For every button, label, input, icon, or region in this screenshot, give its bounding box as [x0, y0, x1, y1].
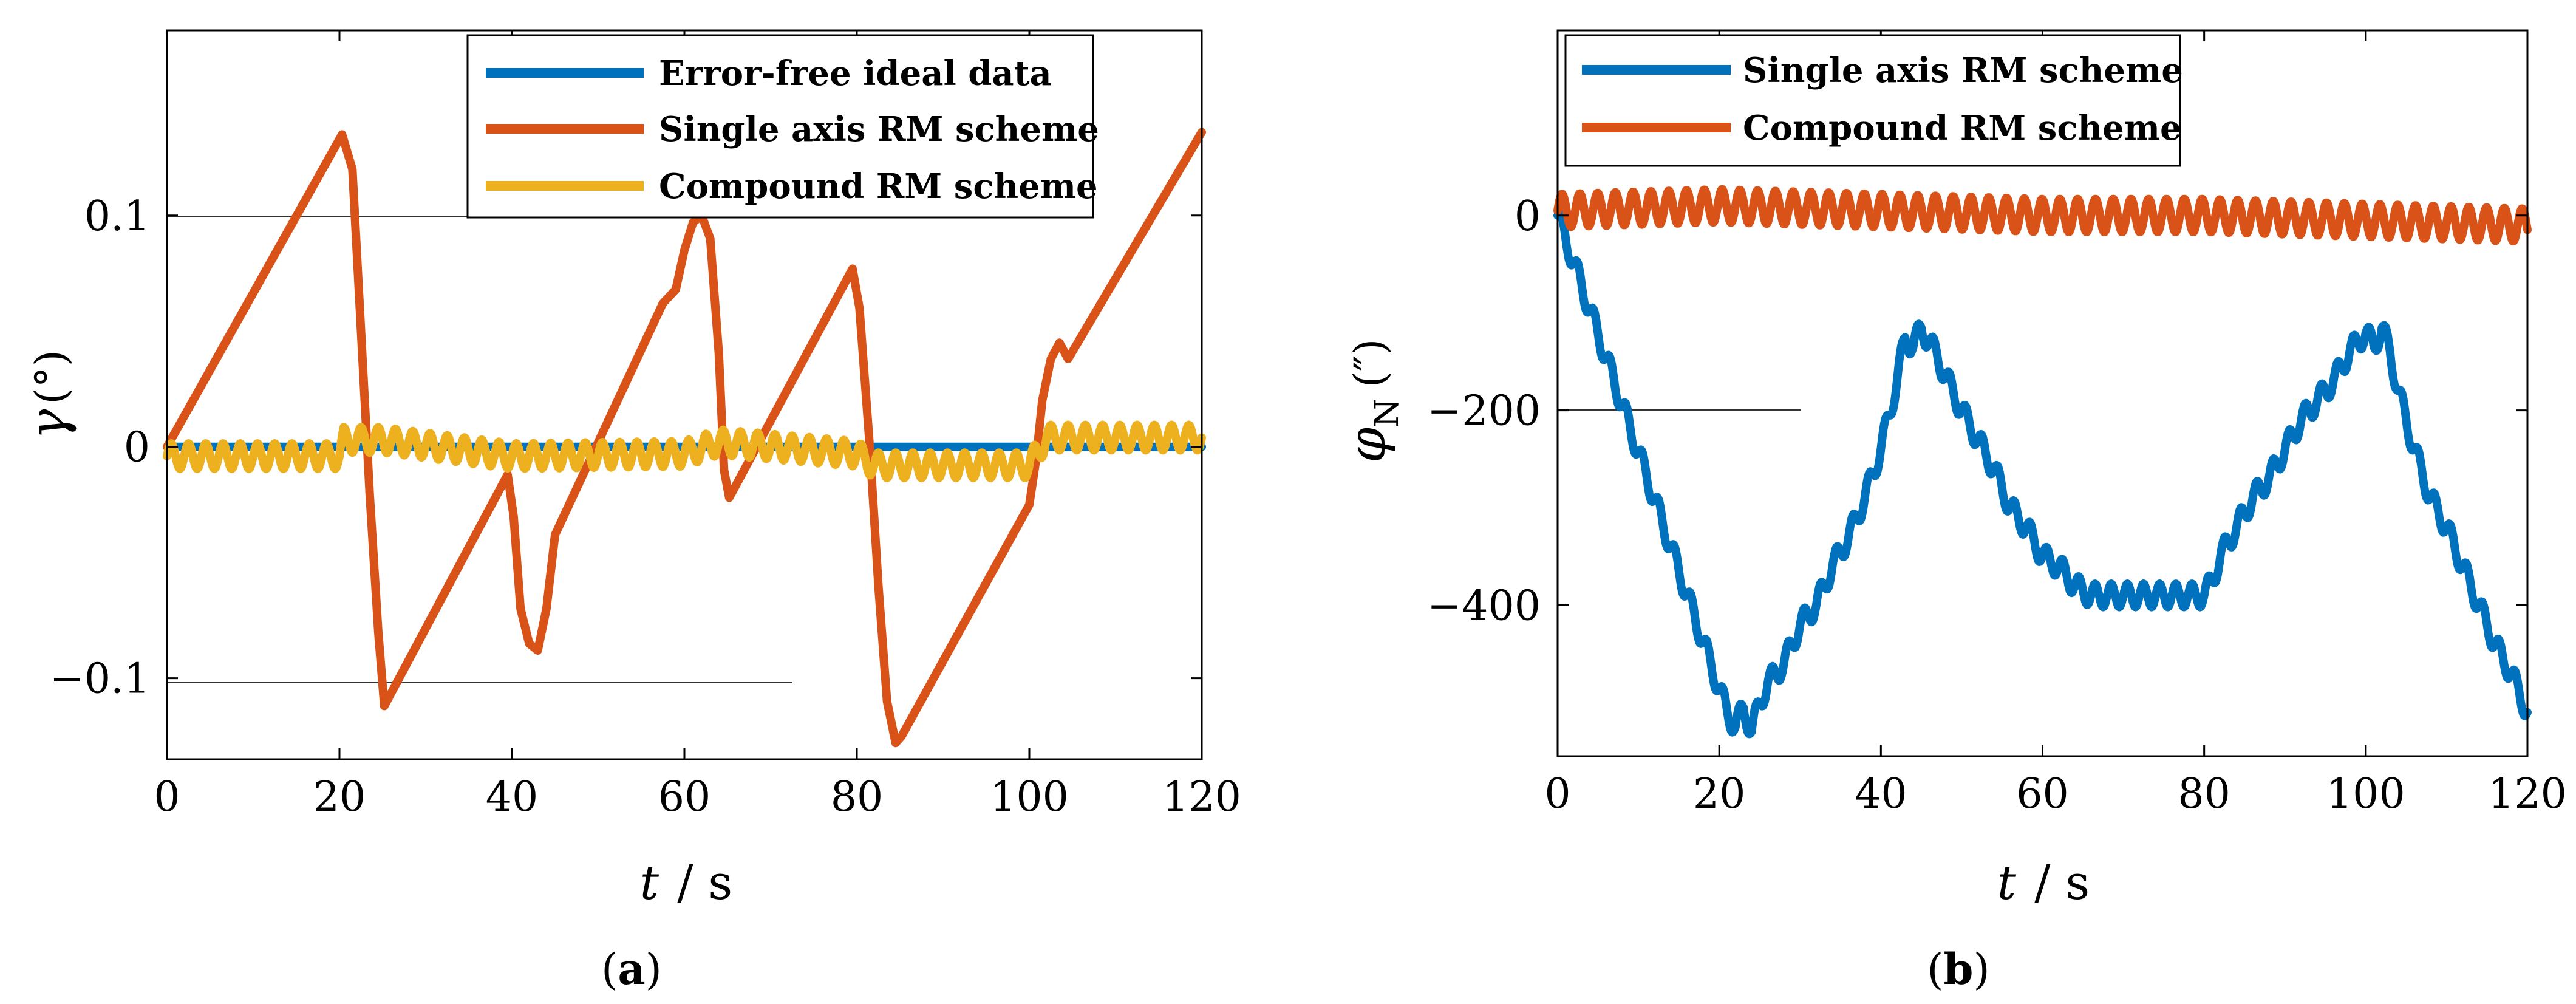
- panel-a: 0 20 40 60 80 100 120 −0.1 0 0.1 t / s γ(°) Error…: [18, 29, 1241, 994]
- panel-b-legend-box: [1564, 34, 2181, 167]
- panel-b-x-tick-label: 100: [2326, 770, 2405, 818]
- panel-b-y-tick-label: 0: [1515, 193, 1541, 241]
- panel-b-x-tick-label: 40: [1855, 770, 1907, 818]
- panel-a-x-tick-label: 120: [1162, 773, 1241, 821]
- panel-b-x-tick-label: 120: [2488, 770, 2567, 818]
- panel-a-x-tick-label: 40: [486, 773, 539, 821]
- panel-a-x-tick-label: 20: [313, 773, 366, 821]
- panel-b-x-ticks: 0 20 40 60 80 100 120: [1544, 30, 2567, 818]
- panel-a-x-tick-label: 0: [154, 773, 180, 821]
- panel-a-series-compound-rm-scheme: [163, 420, 1206, 483]
- panel-b-series-compound-rm-scheme: [1553, 185, 2532, 246]
- panel-b-series-single-axis-rm-scheme: [1553, 208, 2532, 739]
- panel-b-x-tick-label: 80: [2178, 770, 2230, 818]
- panel-b-x-tick-label: 0: [1544, 770, 1570, 818]
- panel-b-caption: (b): [1927, 944, 1990, 994]
- panel-b-legend: Single axis RM scheme Compound RM scheme: [1564, 34, 2183, 167]
- panel-a-x-label: t / s: [640, 856, 732, 910]
- panel-a-x-tick-label: 60: [658, 773, 711, 821]
- legend-label-error-free: Error-free ideal data: [659, 53, 1052, 94]
- legend-label-single-axis-b: Single axis RM scheme: [1743, 50, 2183, 90]
- panel-b-y-ticks: −400 −200 0: [1427, 193, 2527, 630]
- legend-label-compound: Compound RM scheme: [659, 166, 1098, 207]
- panel-a-x-tick-label: 80: [831, 773, 884, 821]
- panel-a-x-ticks: 0 20 40 60 80 100 120: [154, 30, 1241, 821]
- panel-b: 0 20 40 60 80 100 120 −400 −200 0 t / s φN(″) Sin…: [1337, 29, 2567, 994]
- panel-b-x-label: t / s: [1997, 856, 2090, 910]
- panel-a-x-tick-label: 100: [990, 773, 1069, 821]
- legend-label-compound-b: Compound RM scheme: [1743, 108, 2182, 148]
- panel-a-legend: Error-free ideal data Single axis RM sch…: [466, 34, 1099, 219]
- panel-a-y-tick-label: −0.1: [50, 655, 150, 703]
- panel-a-y-tick-label: 0: [124, 424, 150, 472]
- panel-b-x-tick-label: 60: [2016, 770, 2069, 818]
- panel-a-y-label: γ(°): [18, 350, 78, 440]
- panel-a-y-tick-label: 0.1: [84, 193, 150, 241]
- panel-a-y-ticks: −0.1 0 0.1: [50, 193, 1202, 703]
- panel-b-series-group: [1553, 185, 2532, 739]
- panel-b-y-tick-label: −400: [1427, 582, 1541, 630]
- panel-b-y-label: φN(″): [1337, 339, 1406, 463]
- panel-a-caption: (a): [601, 944, 662, 994]
- panel-b-y-tick-label: −200: [1427, 388, 1541, 435]
- legend-label-single-axis: Single axis RM scheme: [659, 109, 1099, 149]
- panel-b-x-tick-label: 20: [1693, 770, 1746, 818]
